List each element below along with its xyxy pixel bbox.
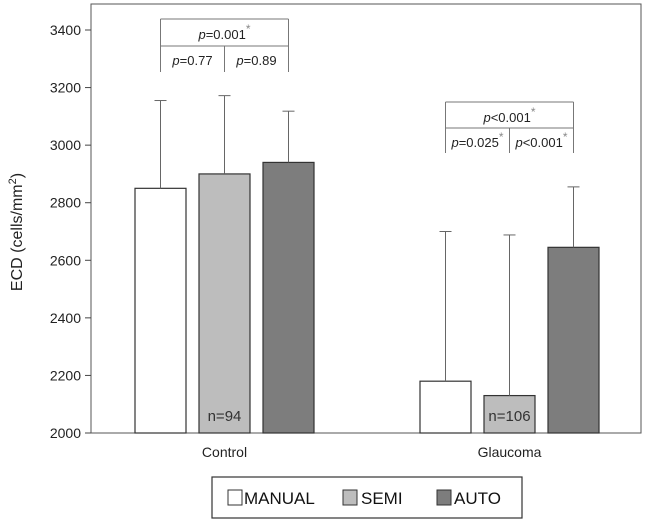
p-value-label: p=0.001*	[197, 22, 250, 42]
p-value-bracket: p=0.025*	[445, 127, 510, 153]
p-value-label: p<0.001*	[482, 105, 535, 125]
legend-swatch-manual	[227, 489, 243, 506]
y-axis-label-close: )	[9, 173, 26, 178]
category-label: Control	[202, 444, 247, 460]
y-tick-label: 2600	[50, 252, 81, 268]
sample-size-label: n=106	[488, 408, 530, 425]
significance-star: *	[531, 105, 536, 119]
y-axis-label: ECD (cells/mm2)	[7, 173, 26, 291]
p-value: =0.025	[459, 135, 499, 150]
p-value-label: p=0.89	[235, 53, 276, 68]
significance-star: *	[246, 22, 251, 36]
bar-semi	[198, 173, 251, 434]
significance-star: *	[499, 130, 504, 144]
p-symbol: p	[514, 135, 522, 150]
p-symbol: p	[450, 135, 458, 150]
p-symbol: p	[171, 53, 179, 68]
y-tick-label: 2800	[50, 195, 81, 211]
p-value-bracket: p=0.89	[224, 45, 289, 72]
axes: 2000 2200 2400 2600 2800 3000 3200 3400 ECD (cel…	[7, 3, 642, 460]
plot-frame	[90, 3, 642, 434]
p-value: <0.001	[491, 110, 531, 125]
p-symbol: p	[197, 27, 205, 42]
y-tick-label: 2000	[50, 425, 81, 441]
legend-swatch-auto	[436, 489, 452, 506]
bar-manual	[134, 187, 187, 434]
significance-annotations: p=0.001*p=0.77 p=0.89p<0.001*p=0.025* p<0.…	[160, 18, 574, 153]
y-tick-label: 2200	[50, 367, 81, 383]
y-axis-label-text: ECD (cells/mm	[9, 184, 26, 291]
p-value: =0.001	[206, 27, 246, 42]
p-value-label: p<0.001*	[514, 130, 567, 150]
p-symbol: p	[235, 53, 243, 68]
y-axis-label-superscript: 2	[7, 178, 19, 184]
p-value-bracket: p<0.001*	[509, 127, 574, 153]
y-tick-label: 3400	[50, 22, 81, 38]
legend: MANUAL SEMI AUTO	[211, 476, 523, 519]
p-value-label: p=0.77	[171, 53, 212, 68]
bar-auto	[547, 246, 600, 434]
p-value-bracket: p=0.77	[160, 45, 225, 72]
legend-label-manual: MANUAL	[244, 489, 315, 508]
bar-manual	[419, 380, 472, 434]
legend-label-auto: AUTO	[454, 489, 501, 508]
p-value-bracket: p<0.001*	[445, 101, 574, 128]
p-value: <0.001	[523, 135, 563, 150]
category-label: Glaucoma	[478, 444, 542, 460]
bars: n=94 n=106	[134, 95, 600, 434]
bar-semi	[483, 394, 536, 434]
sample-size-label: n=94	[208, 408, 242, 425]
p-value-bracket: p=0.001*	[160, 18, 289, 46]
p-value: =0.77	[180, 53, 213, 68]
significance-star: *	[563, 130, 568, 144]
bar-auto	[262, 161, 315, 434]
p-value: =0.89	[244, 53, 277, 68]
y-tick-label: 3000	[50, 137, 81, 153]
legend-swatch-semi	[342, 489, 358, 506]
p-value-label: p=0.025*	[450, 130, 503, 150]
y-tick-label: 3200	[50, 80, 81, 96]
p-symbol: p	[482, 110, 490, 125]
y-tick-label: 2400	[50, 310, 81, 326]
legend-label-semi: SEMI	[361, 489, 403, 508]
legend-box	[211, 476, 523, 519]
